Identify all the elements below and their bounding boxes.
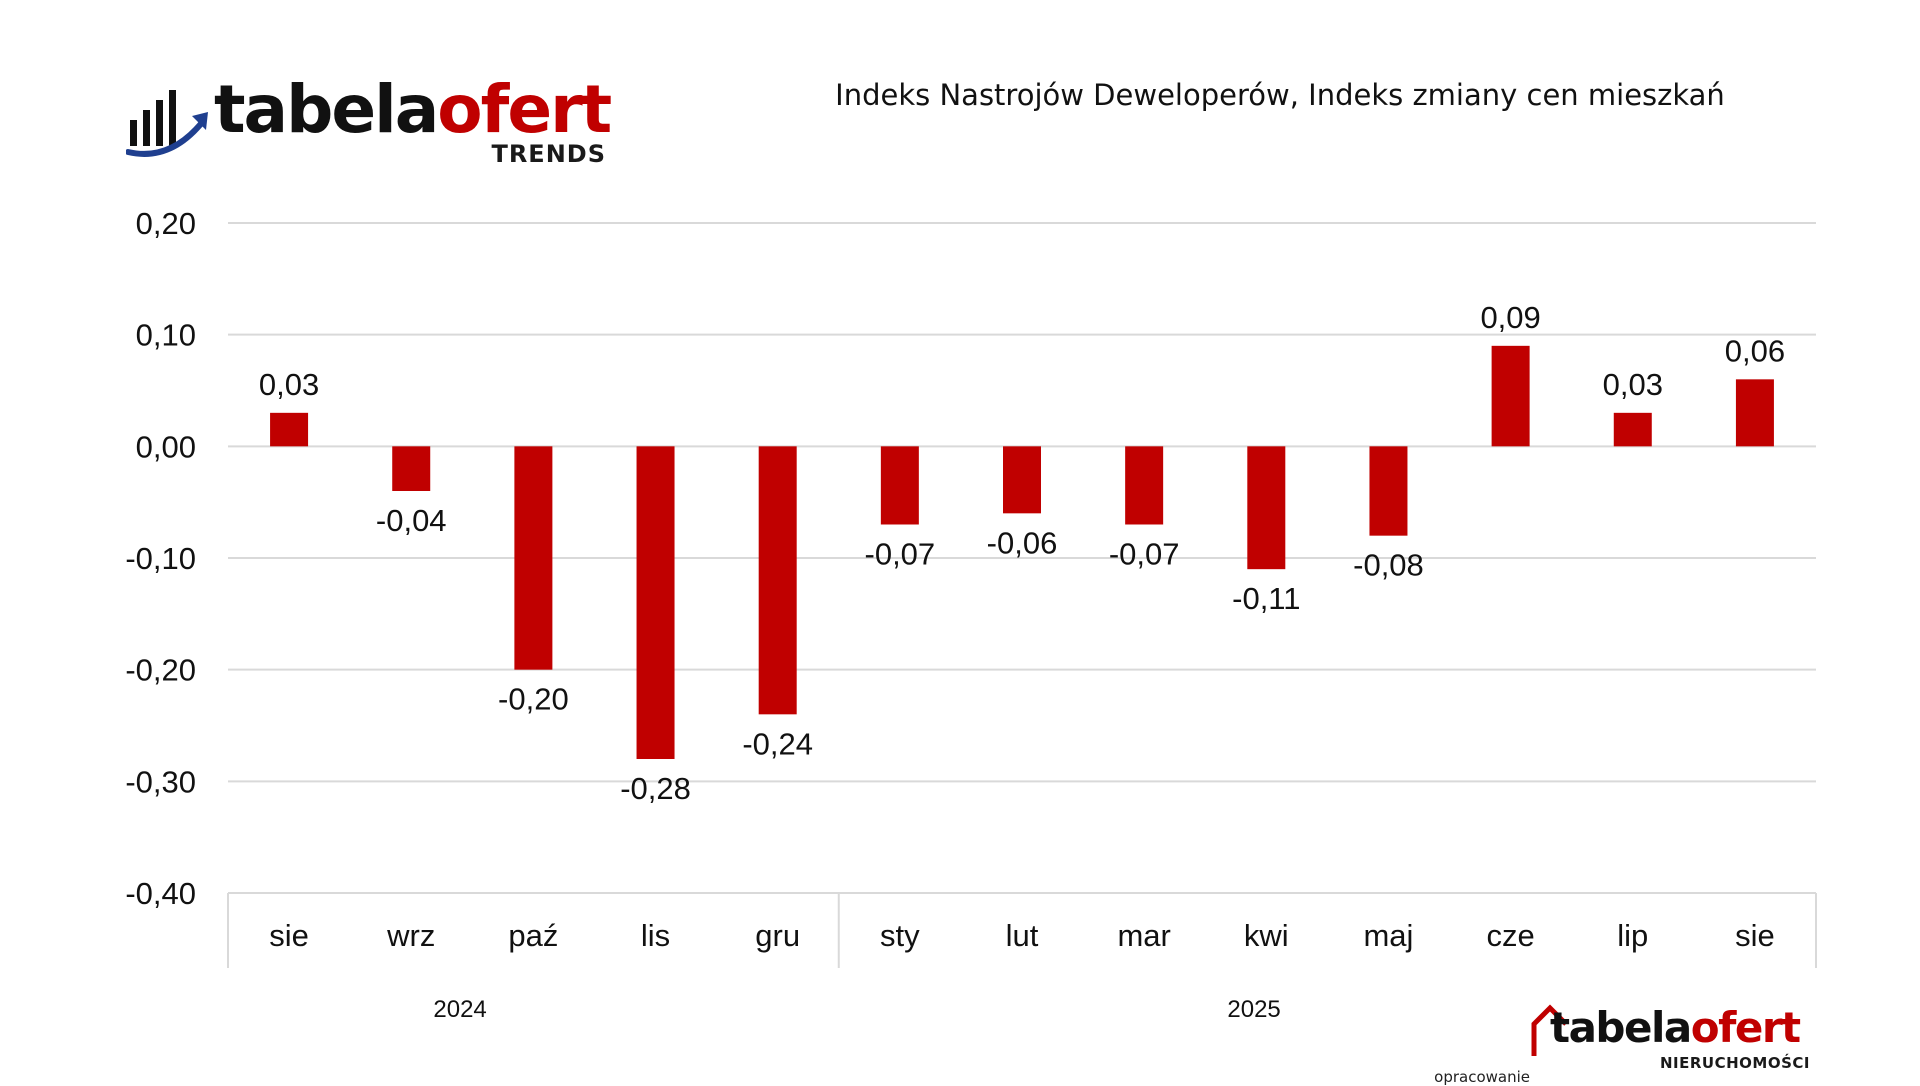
credit-text: opracowanie: [1434, 1068, 1530, 1086]
bottom-logo-word-part2: ofert: [1690, 1003, 1801, 1052]
y-tick-label: -0,30: [125, 764, 196, 799]
x-tick-label: sty: [880, 918, 920, 953]
y-axis-ticks: 0,20 0,10 0,00 -0,10 -0,20 -0,30 -0,40: [125, 206, 196, 911]
x-tick-label: gru: [755, 918, 800, 953]
x-tick-label: lut: [1006, 918, 1039, 953]
y-tick-label: 0,00: [136, 429, 196, 464]
data-label: -0,24: [742, 726, 813, 761]
x-tick-label: lip: [1617, 918, 1648, 953]
x-tick-label: maj: [1363, 918, 1413, 953]
data-label: -0,06: [987, 525, 1058, 560]
bottom-logo-wordmark: tabelaofert: [1550, 1000, 1801, 1056]
tabelaofert-nieruchomosci-logo: tabelaofert NIERUCHOMOŚCI: [1530, 1000, 1810, 1080]
x-tick-label: lis: [641, 918, 670, 953]
bar: [514, 446, 553, 670]
data-label: 0,06: [1725, 333, 1785, 368]
bar: [1491, 345, 1530, 447]
x-axis: sie wrz paź lis gru sty lut mar kwi maj cze lip sie 2…: [227, 893, 1817, 1023]
bar: [758, 446, 797, 715]
data-label: 0,09: [1480, 300, 1540, 335]
bar: [270, 412, 309, 447]
data-labels: 0,03 -0,04 -0,20 -0,28 -0,24 -0,07 -0,06 -0,07 -…: [259, 300, 1785, 806]
x-tick-label: wrz: [386, 918, 435, 953]
bars: [270, 345, 1774, 759]
bottom-logo-word-part1: tabela: [1550, 1003, 1692, 1052]
logo-word-part2: ofert: [437, 71, 612, 148]
x-tick-label: sie: [1735, 918, 1775, 953]
bar: [1613, 412, 1652, 447]
chart-title: Indeks Nastrojów Deweloperów, Indeks zmi…: [835, 78, 1725, 112]
data-label: -0,07: [1109, 537, 1180, 572]
logo-subtitle: TRENDS: [491, 140, 606, 168]
data-label: 0,03: [1603, 367, 1663, 402]
x-tick-label: sie: [269, 918, 309, 953]
data-label: -0,11: [1232, 581, 1300, 616]
logo-wordmark: tabelaofert: [214, 70, 612, 150]
bar: [1369, 446, 1408, 536]
group-label: 2024: [433, 996, 486, 1023]
bar-chart-trend-icon: [126, 90, 208, 157]
bar: [392, 446, 431, 491]
y-tick-label: -0,40: [125, 876, 196, 911]
tabelaofert-trends-logo: tabelaofert TRENDS: [126, 70, 612, 180]
data-label: -0,28: [620, 771, 691, 806]
bar: [1247, 446, 1286, 570]
data-label: -0,07: [865, 537, 936, 572]
x-tick-label: paź: [508, 918, 558, 953]
x-tick-label: mar: [1117, 918, 1170, 953]
data-label: -0,04: [376, 503, 447, 538]
data-label: -0,08: [1353, 548, 1424, 583]
bar: [636, 446, 675, 759]
data-label: 0,03: [259, 367, 319, 402]
y-tick-label: 0,20: [136, 206, 196, 241]
bottom-logo-subtitle: NIERUCHOMOŚCI: [1660, 1054, 1810, 1072]
house-roof-icon: [1531, 1004, 1568, 1056]
x-tick-label: cze: [1486, 918, 1534, 953]
bar: [1125, 446, 1164, 525]
y-tick-label: -0,20: [125, 653, 196, 688]
group-label: 2025: [1227, 996, 1280, 1023]
logo-word-part1: tabela: [214, 71, 439, 148]
x-tick-label: kwi: [1244, 918, 1289, 953]
bar: [1003, 446, 1041, 514]
bar: [1735, 379, 1774, 447]
data-label: -0,20: [498, 682, 569, 717]
bar: [880, 446, 919, 525]
y-tick-label: 0,10: [136, 318, 196, 353]
y-tick-label: -0,10: [125, 541, 196, 576]
